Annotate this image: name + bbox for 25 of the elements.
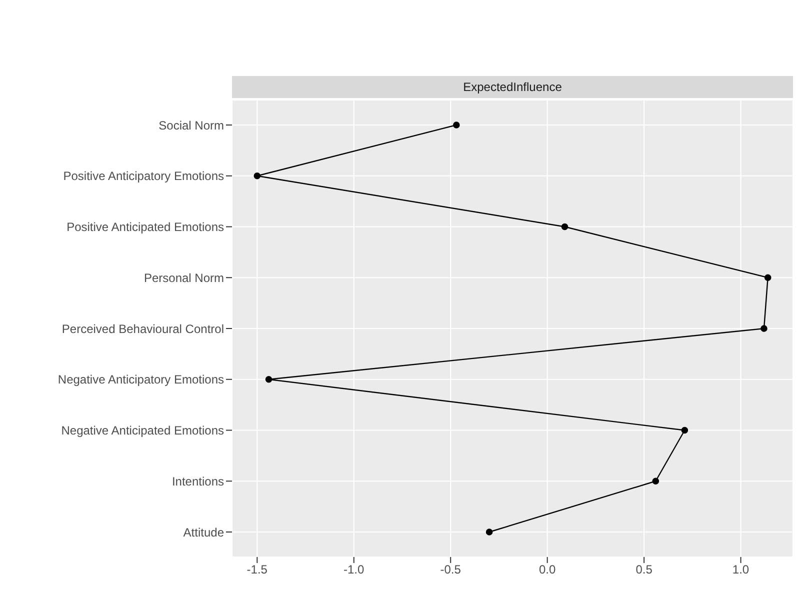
y-tick-label: Negative Anticipatory Emotions: [58, 372, 224, 387]
y-tick-label: Intentions: [172, 474, 224, 488]
point: [265, 376, 272, 383]
chart-title: ExpectedInfluence: [232, 76, 793, 98]
point: [681, 426, 688, 434]
y-tick-label: Positive Anticipatory Emotions: [63, 169, 224, 184]
x-tick-label: 0.0: [538, 562, 556, 577]
point: [254, 172, 261, 180]
point: [453, 122, 460, 128]
point: [561, 223, 568, 230]
y-tick-label: Perceived Behavioural Control: [62, 322, 224, 336]
y-tick-label: Personal Norm: [144, 270, 224, 285]
x-tick-label: -0.5: [440, 562, 462, 577]
x-tick-label: 1.0: [732, 562, 750, 577]
x-tick-label: 0.5: [636, 562, 653, 577]
y-tick-label: Positive Anticipated Emotions: [66, 220, 224, 234]
x-tick-label: -1.0: [344, 562, 365, 577]
point: [486, 528, 493, 536]
y-tick-label: Social Norm: [158, 118, 224, 132]
point: [652, 478, 660, 485]
point: [764, 274, 772, 282]
x-tick-label: -1.5: [246, 562, 268, 577]
y-tick-label: Negative Anticipated Emotions: [61, 424, 224, 438]
y-tick-label: Attitude: [183, 525, 224, 540]
point: [760, 325, 768, 332]
